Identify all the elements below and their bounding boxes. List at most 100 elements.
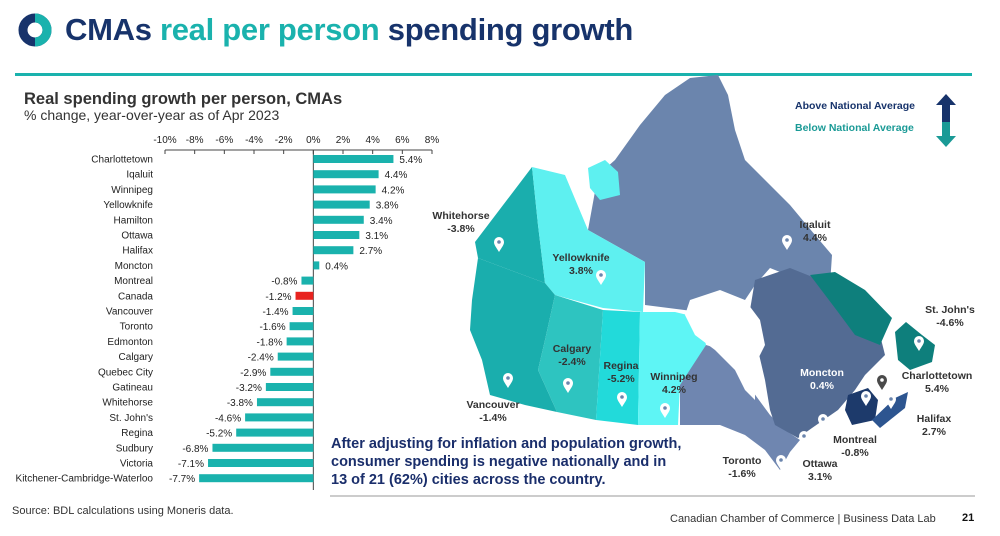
map-pin-icon[interactable] [596, 270, 606, 285]
map-pin-icon[interactable] [886, 394, 896, 409]
category-label: Hamilton [114, 215, 153, 226]
bar [313, 231, 360, 239]
map-pin-icon[interactable] [914, 336, 924, 351]
city-name: Toronto [723, 455, 762, 467]
category-label: Victoria [120, 459, 154, 470]
value-label: 3.1% [365, 231, 388, 242]
map-pin-icon[interactable] [660, 403, 670, 418]
x-tick-label: 8% [425, 135, 440, 146]
x-tick-label: -2% [275, 135, 293, 146]
value-label: 3.8% [376, 201, 399, 212]
logo-ring-icon [18, 13, 52, 47]
region-nwt-islands [588, 160, 620, 200]
region-yukon [475, 167, 545, 283]
region-nunavut [588, 75, 832, 312]
city-name: Ottawa [802, 458, 837, 470]
bar [313, 200, 370, 209]
city-name: Calgary [553, 343, 592, 355]
map-pin-icon[interactable] [503, 373, 513, 388]
x-tick-label: 6% [395, 135, 410, 146]
map-pin-icon[interactable] [861, 391, 871, 406]
map-pin-icon[interactable] [877, 375, 887, 390]
value-label: -5.2% [206, 429, 232, 440]
value-label: -3.2% [236, 383, 262, 394]
value-label: -3.8% [227, 398, 253, 409]
bar [301, 276, 314, 285]
value-label: -1.4% [262, 307, 288, 318]
bar [313, 246, 354, 255]
category-label: St. John's [109, 413, 153, 424]
bar [292, 307, 314, 315]
city-name: Moncton [800, 367, 844, 379]
category-label: Halifax [122, 246, 153, 257]
map-pin-icon[interactable] [494, 237, 504, 252]
city-value: 3.8% [569, 265, 594, 277]
page-title: CMAs real per person spending growth [65, 12, 633, 48]
bar [245, 413, 314, 422]
value-label: -2.4% [248, 353, 274, 364]
value-label: -2.9% [240, 368, 266, 379]
region-ontario [680, 345, 800, 470]
region-manitoba [638, 312, 706, 425]
map-pin-icon[interactable] [563, 378, 573, 393]
x-tick-label: -6% [215, 135, 233, 146]
category-label: Edmonton [107, 337, 153, 348]
city-name: Yellowknife [552, 252, 609, 264]
bar [295, 291, 314, 300]
category-label: Quebec City [98, 367, 153, 378]
bar-chart: -10% -8% -6% -4% -2% 0% 2% 4% 6% 8% Charlottetown 5… [16, 135, 440, 490]
map-pin-icon[interactable] [617, 392, 627, 407]
region-nwt [532, 167, 645, 312]
region-saskatchewan [596, 310, 640, 425]
city-value: -5.2% [607, 373, 635, 385]
city-name: Vancouver [466, 399, 519, 411]
map-pin-icon[interactable] [782, 235, 792, 250]
region-bc [470, 258, 557, 412]
bar [289, 322, 314, 331]
callout-line: 13 of 21 (62%) cities across the country… [331, 472, 606, 488]
value-label: 5.4% [399, 155, 422, 166]
title-highlight: real per person [159, 12, 380, 47]
callout-line: After adjusting for inflation and popula… [331, 436, 682, 452]
value-label: -4.6% [215, 413, 241, 424]
city-name: Winnipeg [650, 371, 697, 383]
map-pin-icon[interactable] [776, 455, 786, 470]
city-name: Whitehorse [432, 210, 489, 222]
category-label: Montreal [114, 276, 153, 287]
city-name: St. John's [925, 304, 975, 316]
city-value: -0.8% [841, 447, 869, 459]
chart-title: Real spending growth per person, CMAs [24, 90, 343, 108]
region-newfoundland [895, 322, 935, 370]
bar [313, 261, 320, 270]
bar [208, 459, 314, 467]
value-label: 4.2% [382, 185, 405, 196]
category-label: Ottawa [121, 231, 153, 242]
map-pin-icon[interactable] [818, 414, 828, 429]
title-part: CMAs [65, 12, 152, 47]
city-value: 2.7% [922, 426, 947, 438]
bar [313, 185, 376, 194]
city-name: Charlottetown [902, 370, 973, 382]
category-label: Sudbury [116, 443, 153, 454]
city-value: -3.8% [447, 223, 475, 235]
category-label: Calgary [119, 352, 153, 363]
category-label: Charlottetown [91, 155, 153, 166]
category-label: Winnipeg [111, 185, 153, 196]
callout-line: consumer spending is negative nationally… [331, 454, 667, 470]
footer-org: Canadian Chamber of Commerce | Business … [670, 513, 936, 525]
value-label: 3.4% [370, 216, 393, 227]
header-divider [15, 73, 972, 76]
category-label: Moncton [115, 261, 153, 272]
category-label: Toronto [120, 322, 154, 333]
region-alberta [538, 295, 603, 420]
value-label: -1.2% [265, 292, 291, 303]
category-label: Yellowknife [103, 200, 153, 211]
bar [313, 215, 364, 224]
map-pin-icon[interactable] [799, 431, 809, 446]
city-value: 0.4% [810, 380, 835, 392]
bar [212, 443, 314, 452]
region-nova-scotia [872, 392, 908, 428]
category-label: Iqaluit [126, 170, 153, 181]
callout-text: After adjusting for inflation and popula… [331, 435, 711, 489]
